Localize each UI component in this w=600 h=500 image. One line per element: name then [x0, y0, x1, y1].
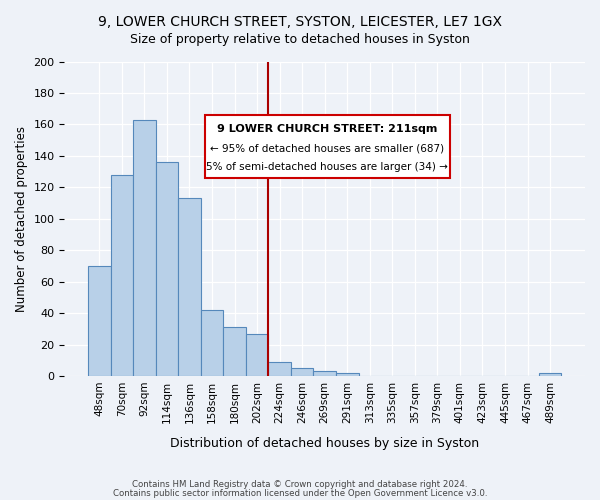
Bar — [201, 310, 223, 376]
Text: 9, LOWER CHURCH STREET, SYSTON, LEICESTER, LE7 1GX: 9, LOWER CHURCH STREET, SYSTON, LEICESTE… — [98, 15, 502, 29]
Text: Contains public sector information licensed under the Open Government Licence v3: Contains public sector information licen… — [113, 489, 487, 498]
Bar — [110, 175, 133, 376]
FancyBboxPatch shape — [205, 115, 449, 178]
Bar — [313, 372, 336, 376]
X-axis label: Distribution of detached houses by size in Syston: Distribution of detached houses by size … — [170, 437, 479, 450]
Bar — [539, 373, 562, 376]
Text: 5% of semi-detached houses are larger (34) →: 5% of semi-detached houses are larger (3… — [206, 162, 448, 172]
Text: Size of property relative to detached houses in Syston: Size of property relative to detached ho… — [130, 32, 470, 46]
Bar — [88, 266, 110, 376]
Bar — [268, 362, 291, 376]
Text: 9 LOWER CHURCH STREET: 211sqm: 9 LOWER CHURCH STREET: 211sqm — [217, 124, 437, 134]
Bar — [223, 328, 246, 376]
Bar — [336, 373, 359, 376]
Bar — [133, 120, 155, 376]
Bar — [155, 162, 178, 376]
Bar — [291, 368, 313, 376]
Text: Contains HM Land Registry data © Crown copyright and database right 2024.: Contains HM Land Registry data © Crown c… — [132, 480, 468, 489]
Y-axis label: Number of detached properties: Number of detached properties — [15, 126, 28, 312]
Bar — [178, 198, 201, 376]
Text: ← 95% of detached houses are smaller (687): ← 95% of detached houses are smaller (68… — [210, 144, 445, 154]
Bar — [246, 334, 268, 376]
